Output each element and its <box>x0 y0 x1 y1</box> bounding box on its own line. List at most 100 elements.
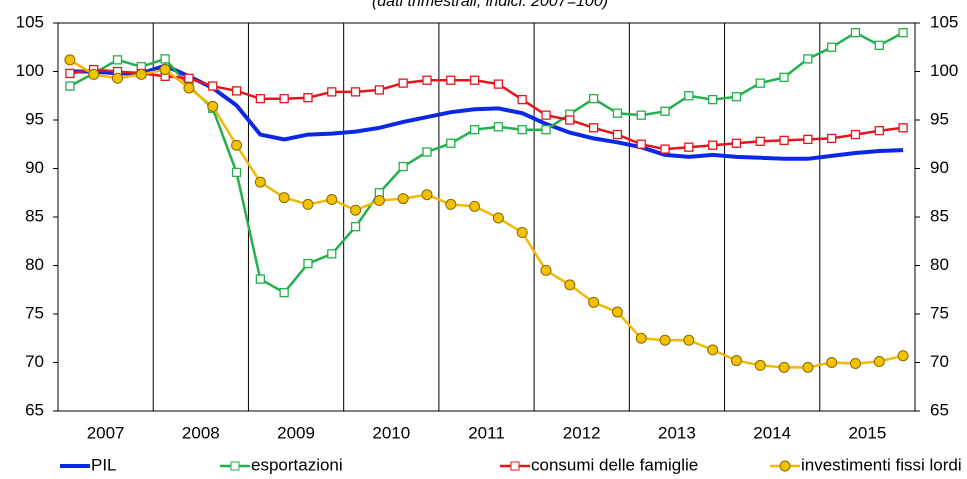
y2-tick-label: 105 <box>930 12 958 31</box>
point <box>350 222 361 232</box>
point <box>398 78 408 88</box>
point <box>65 68 75 79</box>
x-tick-label: 2007 <box>87 423 125 442</box>
legend-label: consumi delle famiglie <box>531 455 698 474</box>
point <box>898 28 908 38</box>
y-tick-label: 70 <box>25 352 44 371</box>
point <box>708 94 718 105</box>
point <box>708 140 718 150</box>
point <box>255 94 265 104</box>
point <box>850 129 861 140</box>
point <box>208 81 218 91</box>
point <box>326 194 338 206</box>
legend-label: investimenti fissi lordi <box>801 455 962 474</box>
point <box>659 334 671 346</box>
point <box>279 94 289 104</box>
point <box>303 93 313 103</box>
point <box>492 212 504 224</box>
point <box>327 87 337 97</box>
x-tick-label: 2009 <box>277 423 315 442</box>
point <box>397 193 409 205</box>
point <box>588 94 599 104</box>
legend-label: PIL <box>91 455 117 474</box>
chart-subtitle: (dati trimestrali; indici: 2007=100) <box>372 0 608 10</box>
point <box>612 108 623 118</box>
point <box>565 115 575 125</box>
y-tick-label: 80 <box>25 255 44 274</box>
legend-marker <box>779 460 791 472</box>
point <box>636 110 646 120</box>
point <box>183 82 195 94</box>
point <box>207 100 219 112</box>
point <box>730 355 742 367</box>
point <box>350 204 362 216</box>
legend-item: PIL <box>60 455 117 474</box>
point <box>350 87 361 97</box>
point <box>707 344 719 356</box>
point <box>373 195 385 207</box>
series-line <box>69 58 904 369</box>
point <box>827 133 837 144</box>
point <box>64 54 76 66</box>
y2-tick-label: 80 <box>930 255 949 274</box>
legend-item: investimenti fissi lordi <box>770 455 962 474</box>
point <box>231 139 243 151</box>
point <box>731 138 742 148</box>
point <box>635 332 647 344</box>
point <box>398 161 408 172</box>
point <box>540 264 552 276</box>
point <box>564 279 576 291</box>
point <box>850 28 861 38</box>
point <box>660 144 670 154</box>
point <box>469 75 480 85</box>
point <box>184 73 194 83</box>
point <box>611 306 623 318</box>
point <box>778 361 790 373</box>
point <box>112 72 124 84</box>
point <box>469 125 480 135</box>
y-tick-label: 75 <box>25 303 44 322</box>
point <box>255 274 265 284</box>
point <box>65 81 75 91</box>
point <box>445 198 457 210</box>
point <box>516 227 528 239</box>
point <box>684 142 694 152</box>
y2-tick-label: 85 <box>930 206 949 225</box>
point <box>803 54 813 64</box>
point <box>779 72 789 82</box>
point <box>421 189 433 201</box>
point <box>446 138 456 148</box>
point <box>873 356 885 368</box>
x-tick-label: 2011 <box>468 423 505 442</box>
point <box>827 42 837 52</box>
y2-tick-label: 95 <box>930 109 949 128</box>
point <box>517 125 527 135</box>
point <box>897 350 909 362</box>
point <box>731 92 742 102</box>
point <box>231 86 242 96</box>
point <box>684 91 694 101</box>
point <box>683 334 695 346</box>
point <box>541 110 551 120</box>
y-tick-label: 105 <box>16 12 44 31</box>
point <box>302 198 314 210</box>
legend-marker <box>230 461 240 471</box>
point <box>303 258 313 269</box>
legend-item: esportazioni <box>220 455 343 474</box>
y2-tick-label: 70 <box>930 352 949 371</box>
x-tick-label: 2012 <box>563 423 601 442</box>
point <box>88 68 100 80</box>
point <box>755 136 765 146</box>
y-tick-label: 90 <box>25 158 44 177</box>
point <box>422 75 432 85</box>
point <box>517 94 527 105</box>
y-tick-label: 95 <box>25 109 44 128</box>
point <box>636 139 646 149</box>
point <box>754 359 766 371</box>
x-tick-label: 2013 <box>658 423 696 442</box>
point <box>469 200 481 212</box>
point <box>327 249 337 259</box>
x-tick-label: 2008 <box>182 423 220 442</box>
point <box>874 126 884 136</box>
y2-tick-label: 100 <box>930 61 958 80</box>
